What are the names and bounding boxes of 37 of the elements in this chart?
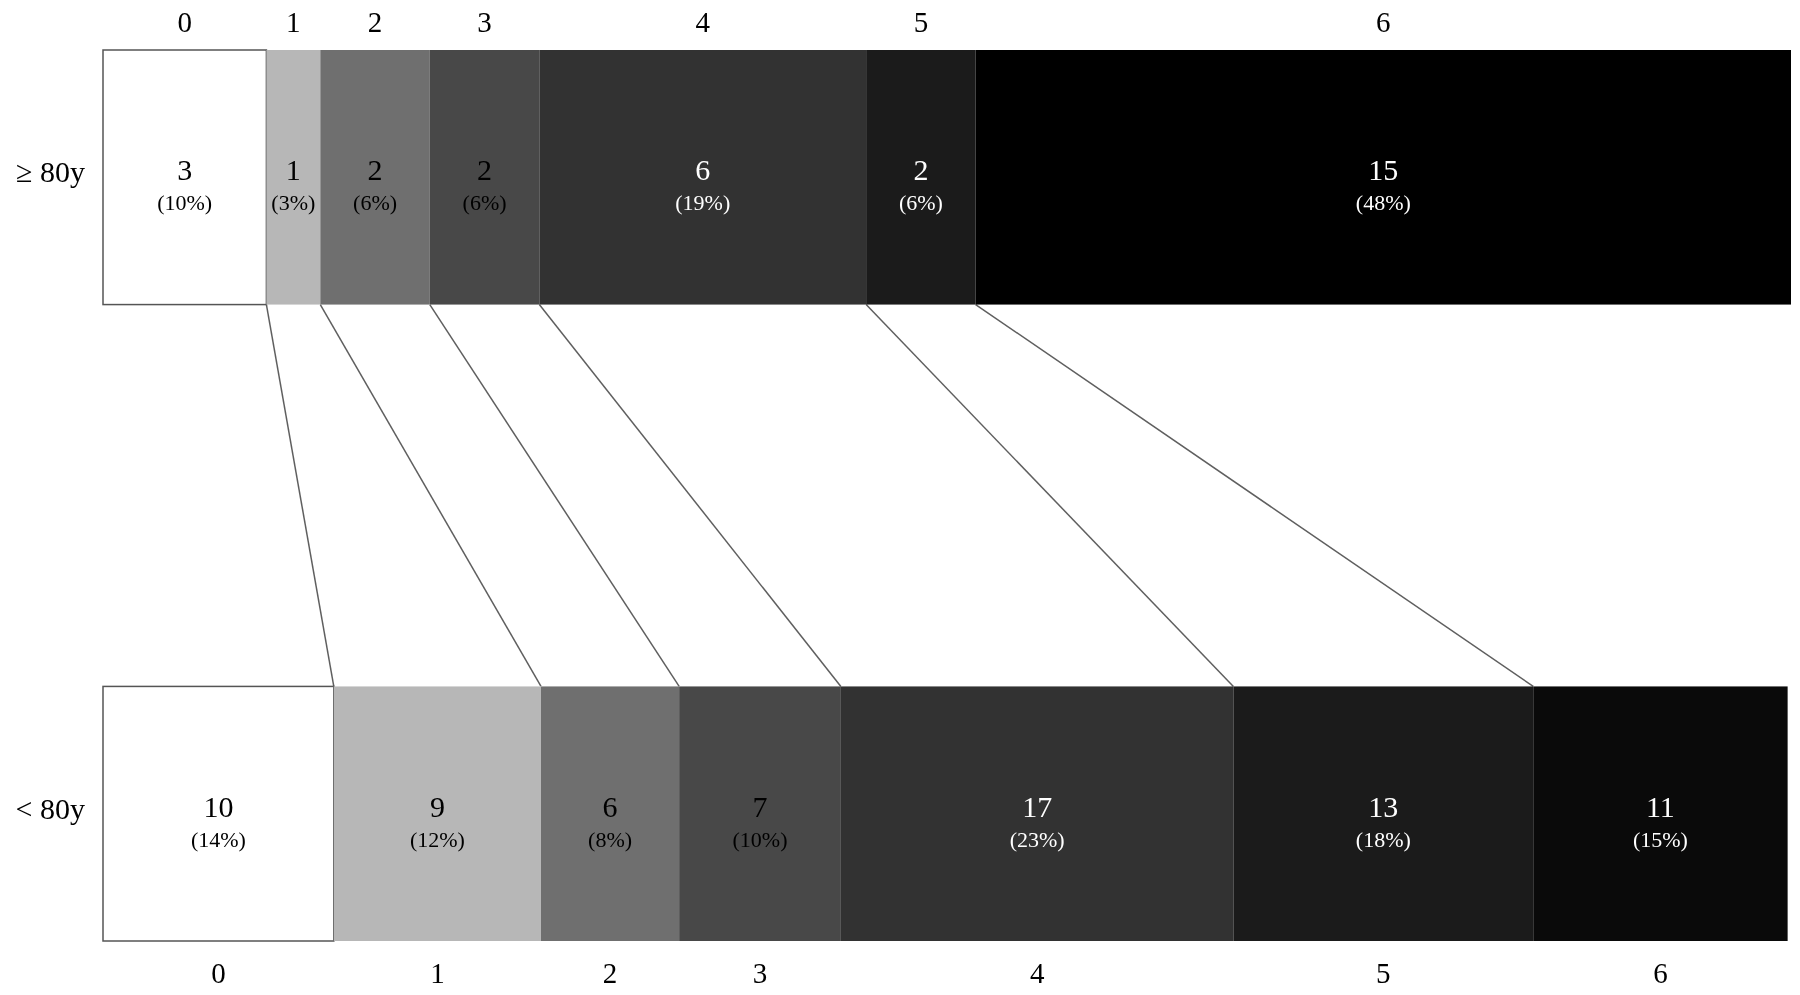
bar bbox=[539, 50, 867, 305]
text: 1 bbox=[430, 957, 445, 989]
series-label: 2 bbox=[367, 6, 383, 38]
data-label: 7 (10%) bbox=[732, 789, 788, 852]
data-label: 10 (14%) bbox=[190, 789, 246, 852]
bar bbox=[866, 50, 976, 305]
bar bbox=[102, 685, 335, 942]
series-label: 1 bbox=[286, 6, 301, 38]
data-label: 2 (6%) bbox=[353, 153, 398, 216]
y-tick-label: < 80y bbox=[15, 791, 85, 825]
data-label: 1 (3%) bbox=[271, 153, 316, 216]
bar bbox=[429, 50, 540, 305]
bar bbox=[320, 50, 430, 305]
bar bbox=[102, 49, 268, 306]
series-label: 3 bbox=[477, 6, 492, 38]
series-label: 0 bbox=[177, 6, 192, 38]
data-label: 6 (19%) bbox=[675, 153, 731, 216]
data-label: 9 (12%) bbox=[409, 789, 465, 852]
bar bbox=[679, 686, 841, 941]
text: 2 bbox=[602, 957, 618, 989]
data-label: 2 (6%) bbox=[462, 153, 507, 216]
text: 6 bbox=[1653, 957, 1668, 989]
series-label: 4 bbox=[695, 6, 711, 38]
text: 4 bbox=[1029, 957, 1045, 989]
bar bbox=[541, 686, 680, 941]
y-tick-label: ≥ 80y bbox=[16, 155, 85, 189]
bar bbox=[266, 50, 321, 305]
bar bbox=[840, 686, 1234, 941]
data-label: 2 (6%) bbox=[898, 153, 943, 216]
text: 0 bbox=[211, 957, 226, 989]
text: 3 bbox=[752, 957, 768, 989]
data-label: 17 (23%) bbox=[1009, 789, 1065, 852]
text: 5 bbox=[1376, 957, 1391, 989]
data-label: 3 (10%) bbox=[157, 153, 213, 216]
bar bbox=[333, 686, 541, 941]
series-label: 5 bbox=[913, 6, 929, 38]
data-label: 6 (8%) bbox=[588, 789, 633, 852]
